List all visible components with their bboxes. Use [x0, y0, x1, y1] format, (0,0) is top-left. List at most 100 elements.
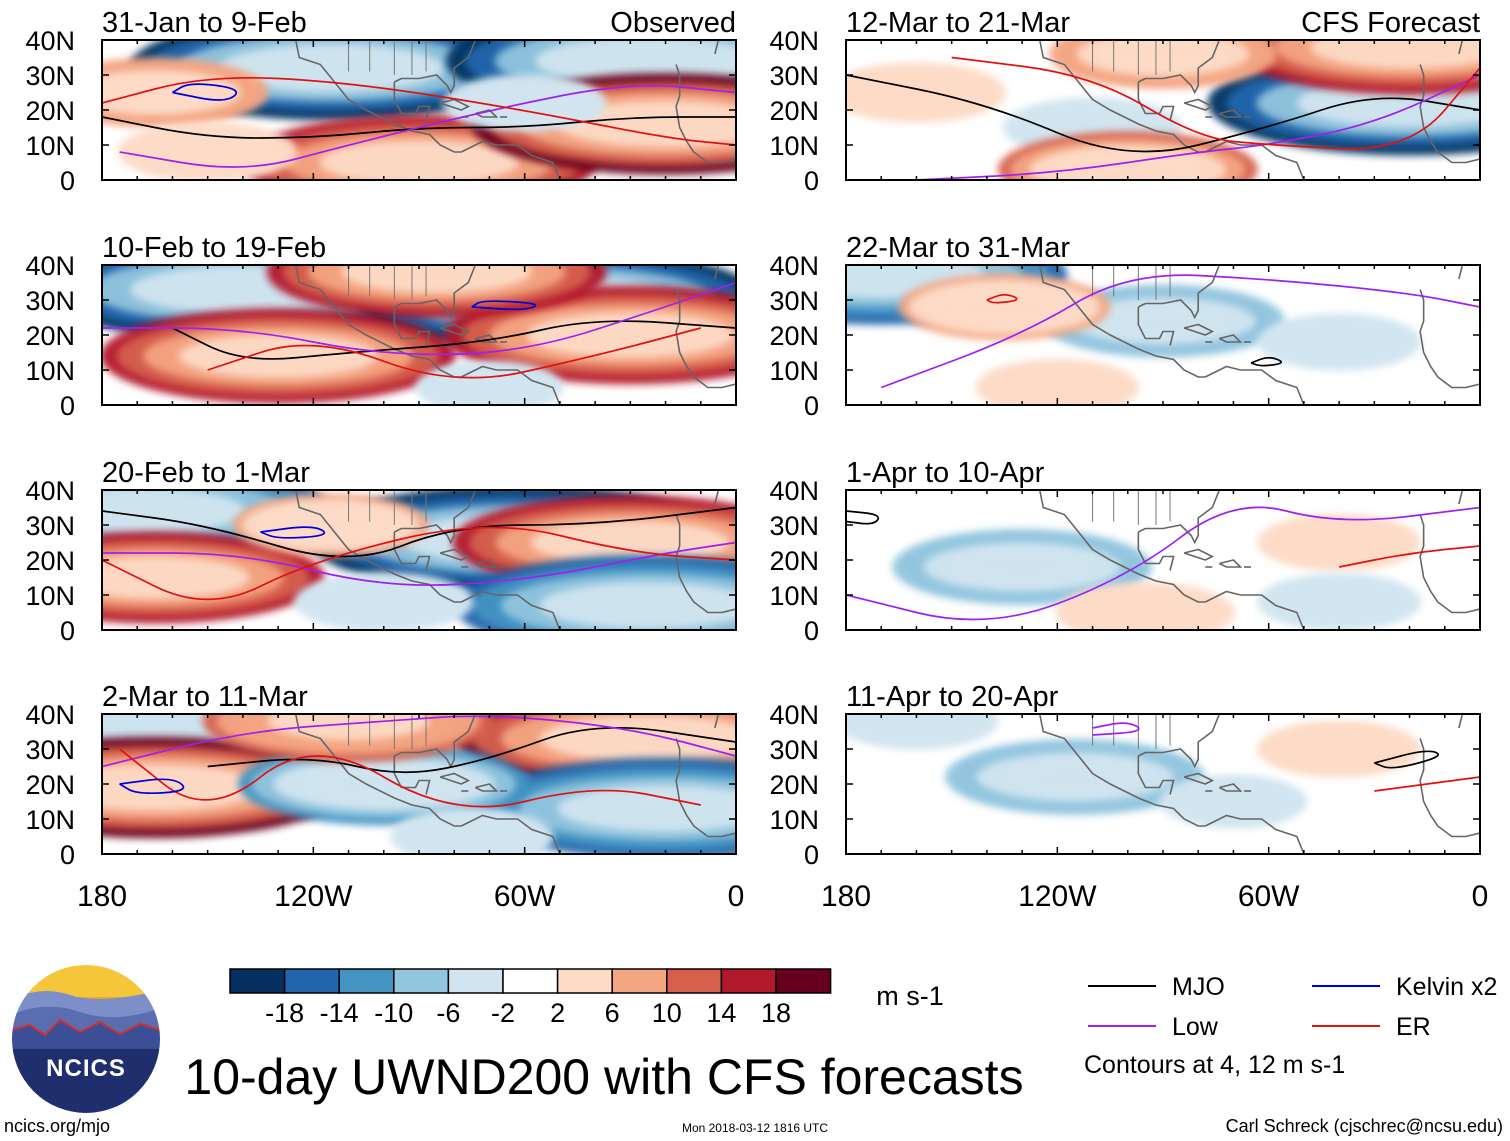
colorbar-swatch: [393, 968, 450, 994]
map-panel: 40N 30N 20N 10N 0 20-Feb to 1-Mar: [25, 457, 737, 646]
coastline-segment: [474, 783, 499, 792]
panel-title: 11-Apr to 20-Apr: [846, 681, 1059, 713]
contour-low: [880, 274, 1480, 389]
colorbar-label: 14: [706, 998, 736, 1028]
coastline: [294, 490, 736, 630]
wind-field: [892, 514, 1422, 630]
coastline-segment: [1183, 323, 1215, 336]
y-tick-label: 40N: [769, 26, 819, 56]
coastline-segment: [439, 772, 471, 785]
y-tick-label: 20N: [769, 321, 819, 351]
x-tick-label: 120W: [1018, 880, 1097, 913]
coastline-segment: [1038, 40, 1206, 153]
y-tick-label: 40N: [769, 476, 819, 506]
coastline-segment: [1419, 289, 1480, 389]
coastline: [294, 714, 736, 854]
coastline-segment: [1204, 365, 1305, 405]
coastline-segment: [1137, 82, 1175, 121]
wave-contours: [102, 715, 736, 808]
coastline-segment: [675, 514, 736, 614]
wind-field: [846, 265, 1422, 405]
map-panel: 40N 30N 20N 10N 0 1-Apr to 10-Apr: [769, 457, 1481, 646]
contour-er: [102, 526, 736, 601]
coastline-segment: [294, 265, 462, 378]
contour-legend: MJO Kelvin x2 Low ER Contours at 4, 12 m s-1: [1084, 973, 1497, 1079]
contour-mjo: [1250, 356, 1282, 367]
y-tick-label: 10N: [769, 131, 819, 161]
colorbar-label: -6: [436, 998, 460, 1028]
anomaly-blob: [557, 785, 736, 832]
y-tick-label: 0: [804, 391, 819, 421]
contour-er: [102, 76, 736, 146]
coastline-segment: [1038, 714, 1206, 827]
y-tick-label: 40N: [769, 251, 819, 281]
anomaly-blob: [178, 334, 378, 378]
colorbar-label: -10: [374, 998, 413, 1028]
y-tick-label: 40N: [25, 251, 75, 281]
contour-er: [1338, 545, 1480, 568]
y-tick-label: 30N: [25, 61, 75, 91]
anomaly-blob: [319, 140, 519, 180]
contour-mjo: [1374, 750, 1440, 769]
coastline-segment: [439, 548, 471, 561]
coastline-segment: [1458, 490, 1464, 505]
coastline-segment: [1419, 738, 1480, 838]
coastline-segment: [1137, 307, 1175, 346]
coastline-segment: [1458, 714, 1464, 729]
y-tick-label: 10N: [25, 356, 75, 386]
contour-mjo: [172, 320, 736, 360]
footer-url: ncics.org/mjo: [4, 1116, 110, 1136]
anomaly-blob: [1099, 40, 1227, 71]
anomaly-blob: [102, 490, 246, 535]
anomaly-blob: [1055, 152, 1201, 180]
contour-low: [846, 506, 1480, 621]
contour-kelvin-x2: [172, 83, 238, 101]
colorbar-swatch: [338, 968, 395, 994]
y-tick-label: 20N: [769, 770, 819, 800]
colorbar-swatch: [666, 968, 723, 994]
y-tick-label: 30N: [25, 511, 75, 541]
coastline-segment: [393, 82, 431, 121]
y-tick-label: 0: [804, 840, 819, 870]
panel-title: 12-Mar to 21-Mar: [846, 7, 1070, 39]
y-tick-label: 10N: [25, 581, 75, 611]
y-tick-label: 10N: [769, 581, 819, 611]
coastline-segment: [439, 98, 471, 111]
colorbar-label: 18: [761, 998, 791, 1028]
coastline-segment: [1137, 532, 1175, 571]
coastline-segment: [1218, 783, 1243, 792]
y-tick-label: 0: [60, 616, 75, 646]
contour-mjo: [207, 726, 736, 774]
coastline: [1038, 714, 1480, 854]
coastline-segment: [714, 490, 720, 505]
wave-contours: [102, 506, 736, 601]
colorbar-swatch: [611, 968, 668, 994]
coastline-segment: [393, 490, 477, 545]
y-tick-label: 0: [804, 166, 819, 196]
wind-field: [102, 40, 736, 180]
coastline-segment: [1458, 265, 1464, 280]
coastline-segment: [1204, 814, 1305, 854]
colorbar-label: -18: [265, 998, 304, 1028]
y-tick-label: 30N: [25, 735, 75, 765]
map-panel: 40N 30N 20N 10N 0 22-Mar to 31-Mar: [769, 232, 1481, 421]
anomaly-blob: [539, 582, 736, 629]
coastline: [1038, 40, 1480, 180]
map-panel: 40N 30N 20N 10N 0 31-Jan to 9-Feb Observed: [25, 7, 737, 196]
contour-kelvin-x2: [119, 778, 185, 795]
coastline-segment: [460, 590, 561, 630]
contour-mjo: [846, 510, 880, 525]
y-tick-label: 30N: [769, 511, 819, 541]
panel-title: 10-Feb to 19-Feb: [102, 232, 326, 264]
y-tick-label: 10N: [769, 805, 819, 835]
anomaly-blob: [426, 823, 518, 850]
wave-contours: [102, 281, 736, 379]
y-tick-label: 0: [60, 166, 75, 196]
anomaly-blob: [102, 764, 264, 811]
contour-low: [1092, 722, 1140, 736]
x-tick-label: 180: [821, 880, 871, 913]
contour-er: [1374, 776, 1480, 792]
coastline-segment: [294, 714, 462, 827]
column-heading: CFS Forecast: [1301, 7, 1480, 39]
colorbar: -18 -14 -10 -6 -2 2 6 10 14 18 m s-1: [229, 968, 944, 1028]
